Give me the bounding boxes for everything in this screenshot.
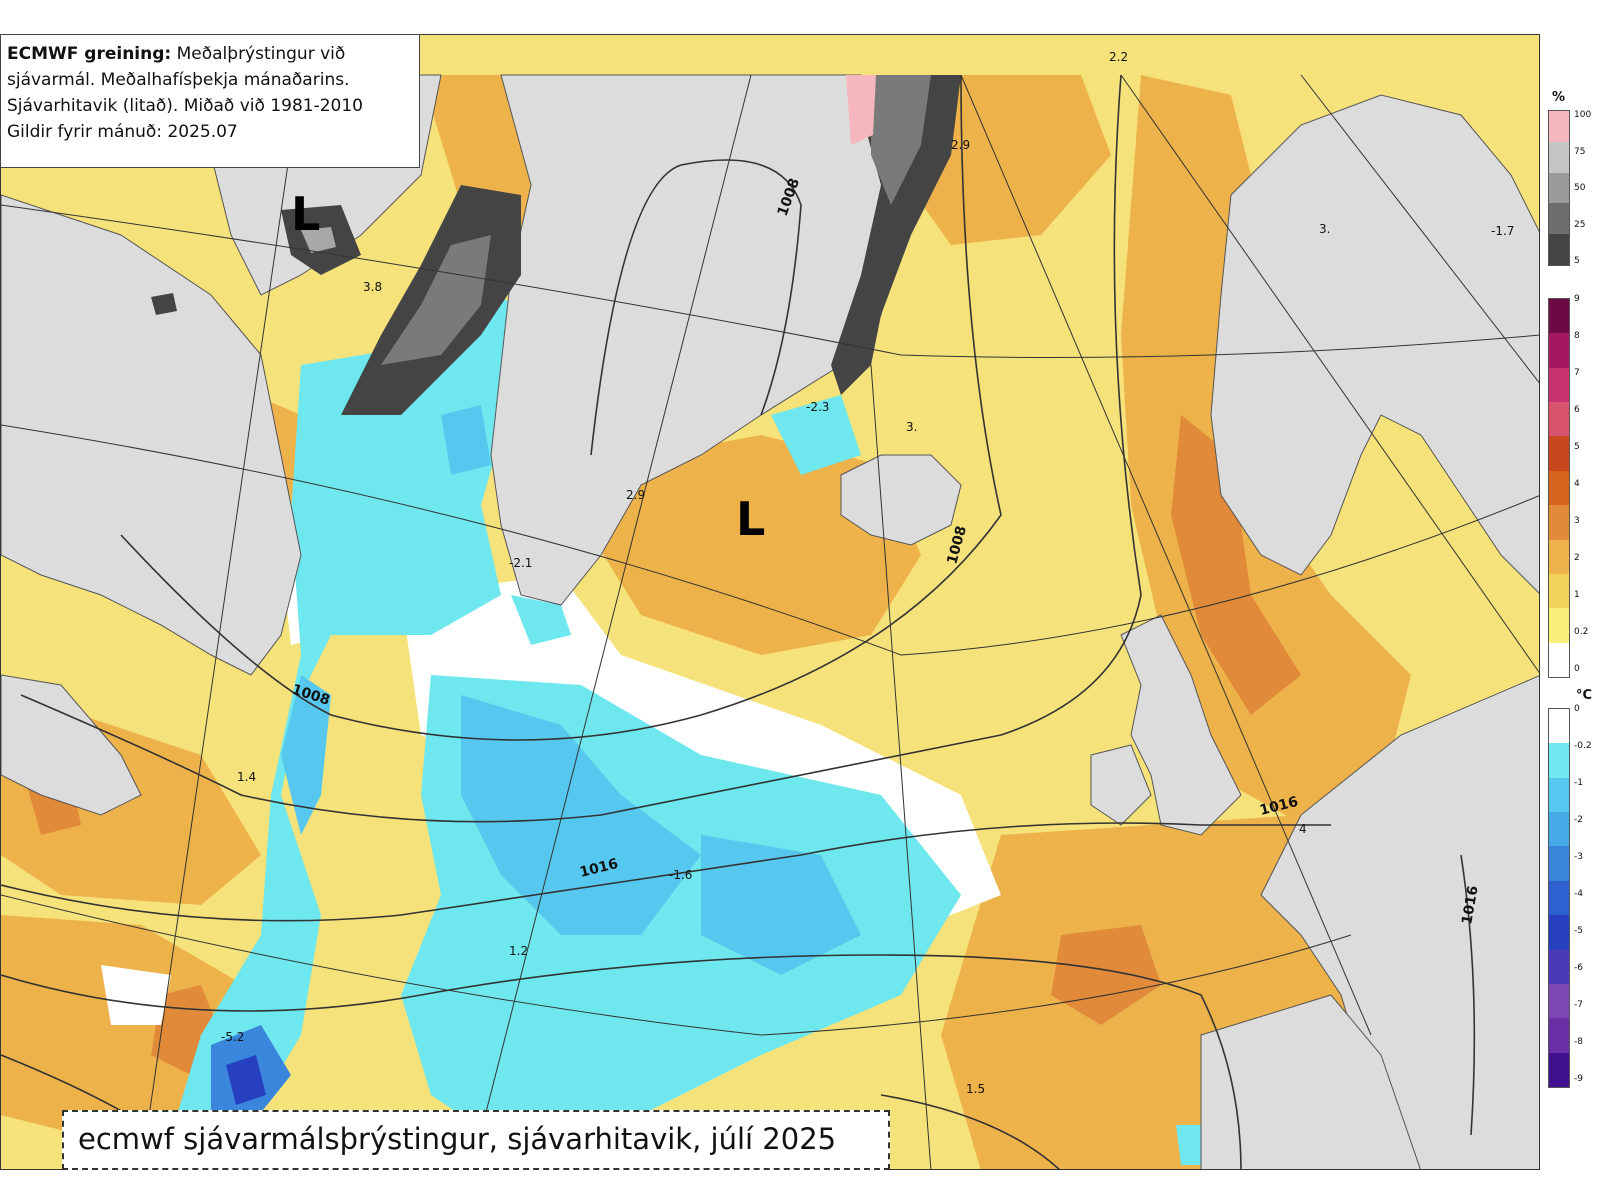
warm-legend-swatch <box>1549 573 1569 609</box>
info-title: ECMWF greining: <box>7 44 172 64</box>
cool-legend-bar <box>1548 708 1570 1088</box>
ice-legend-bar <box>1548 110 1570 266</box>
cool-legend-swatch <box>1549 777 1569 813</box>
cool-legend-tick: -4 <box>1574 889 1583 899</box>
legends: % 100 75 50 25 5 9 8 7 6 5 4 3 2 1 0.2 0 °C 0 -0.2 -1 -2 -… <box>1548 90 1600 1140</box>
value-label: 2.2 <box>1109 50 1128 64</box>
warm-legend-tick: 8 <box>1574 331 1580 341</box>
value-label: -1.7 <box>1491 224 1514 238</box>
cool-legend-tick: -9 <box>1574 1074 1583 1084</box>
map-frame: 1008 1008 1008 1016 1016 1016 L L 2.2 2.… <box>0 34 1540 1170</box>
cool-legend-swatch <box>1549 915 1569 950</box>
cool-legend-swatch <box>1549 880 1569 916</box>
info-box: ECMWF greining: Meðalþrýstingur við sjáv… <box>0 34 420 168</box>
value-label: -2.3 <box>806 400 829 414</box>
warm-legend-swatch <box>1549 642 1569 677</box>
ice-legend-swatch <box>1549 141 1569 173</box>
warm-legend-tick: 9 <box>1574 294 1580 304</box>
cool-legend-tick: -0.2 <box>1574 741 1592 751</box>
ice-legend-tick: 75 <box>1574 146 1586 157</box>
ice-legend-swatch <box>1549 203 1569 235</box>
warm-legend-tick: 1 <box>1574 590 1580 600</box>
sea-temperature-map: 1008 1008 1008 1016 1016 1016 L L 2.2 2.… <box>1 35 1539 1169</box>
isobar-label: 1016 <box>1459 885 1482 926</box>
value-label: 3. <box>1319 222 1330 236</box>
graticule <box>1 74 1539 1169</box>
cool-legend-tick: -5 <box>1574 926 1583 936</box>
ice-legend-swatch <box>1549 111 1569 142</box>
value-label: 3. <box>906 420 917 434</box>
ice-legend-swatch <box>1549 234 1569 265</box>
ice-legend-swatch <box>1549 172 1569 204</box>
cool-legend-swatch <box>1549 1052 1569 1087</box>
warm-legend-swatch <box>1549 299 1569 334</box>
value-label: -5.2 <box>221 1030 244 1044</box>
value-label: 1.2 <box>509 944 528 958</box>
cool-legend-tick: 0 <box>1574 704 1580 714</box>
cool-legend-swatch <box>1549 846 1569 881</box>
cool-legend-swatch <box>1549 812 1569 847</box>
ice-legend-unit: % <box>1552 90 1566 105</box>
value-label: 3.8 <box>363 280 382 294</box>
cool-legend-tick: -3 <box>1574 852 1583 862</box>
cool-legend-swatch <box>1549 709 1569 744</box>
warm-legend-tick: 5 <box>1574 442 1580 452</box>
cool-legend-tick: -8 <box>1574 1037 1583 1047</box>
ice-legend-tick: 5 <box>1574 256 1580 266</box>
cool-legend-swatch <box>1549 743 1569 778</box>
value-label: 1.4 <box>237 770 256 784</box>
cool-legend-tick: -7 <box>1574 1000 1583 1010</box>
warm-legend-tick: 6 <box>1574 405 1580 415</box>
ice-legend-tick: 100 <box>1574 110 1592 120</box>
caption: ecmwf sjávarmálsþrýstingur, sjávarhitavi… <box>62 1110 890 1170</box>
warm-legend-swatch <box>1549 402 1569 437</box>
ice-legend-tick: 25 <box>1574 219 1586 230</box>
info-line-1: ECMWF greining: Meðalþrýstingur við <box>7 41 413 67</box>
value-label: -2.1 <box>509 556 532 570</box>
low-pressure-marker: L <box>291 187 320 241</box>
warm-legend-swatch <box>1549 436 1569 471</box>
low-pressure-marker: L <box>736 492 765 546</box>
warm-legend-tick: 2 <box>1574 553 1580 563</box>
warm-legend-bar <box>1548 298 1570 678</box>
info-line-3: Sjávarhitavik (litað). Miðað við 1981-20… <box>7 96 363 116</box>
cool-legend-tick: -6 <box>1574 963 1583 973</box>
info-line-2: sjávarmál. Meðalhafísþekja mánaðarins. <box>7 70 350 90</box>
value-label: -1.6 <box>669 868 692 882</box>
warm-legend-tick: 0.2 <box>1574 627 1589 637</box>
warm-legend-tick: 7 <box>1574 368 1580 378</box>
info-line-4: Gildir fyrir mánuð: 2025.07 <box>7 122 238 142</box>
value-label: 4 <box>1299 822 1307 836</box>
land-masses <box>1 74 1539 1169</box>
value-label: 1.5 <box>966 1082 985 1096</box>
cool-legend-unit: °C <box>1576 688 1593 703</box>
warm-legend-swatch <box>1549 367 1569 403</box>
value-label: 2.9 <box>951 138 970 152</box>
info-title-rest: Meðalþrýstingur við <box>176 44 346 64</box>
cool-legend-tick: -1 <box>1574 778 1583 788</box>
warm-legend-swatch <box>1549 333 1569 368</box>
sea-ice <box>151 75 961 415</box>
strong-cold-areas <box>281 405 861 975</box>
cool-legend-swatch <box>1549 949 1569 984</box>
warm-legend-tick: 3 <box>1574 516 1580 526</box>
warm-legend-swatch <box>1549 539 1569 574</box>
cool-legend-swatch <box>1549 983 1569 1019</box>
warm-legend-swatch <box>1549 608 1569 643</box>
cool-legend-swatch <box>1549 1018 1569 1053</box>
warm-legend-tick: 0 <box>1574 664 1580 674</box>
cool-legend-tick: -2 <box>1574 815 1583 825</box>
ice-legend-tick: 50 <box>1574 183 1586 193</box>
warm-legend-swatch <box>1549 505 1569 540</box>
value-label: 2.9 <box>626 488 645 502</box>
warm-legend-tick: 4 <box>1574 479 1580 489</box>
warm-legend-swatch <box>1549 470 1569 506</box>
